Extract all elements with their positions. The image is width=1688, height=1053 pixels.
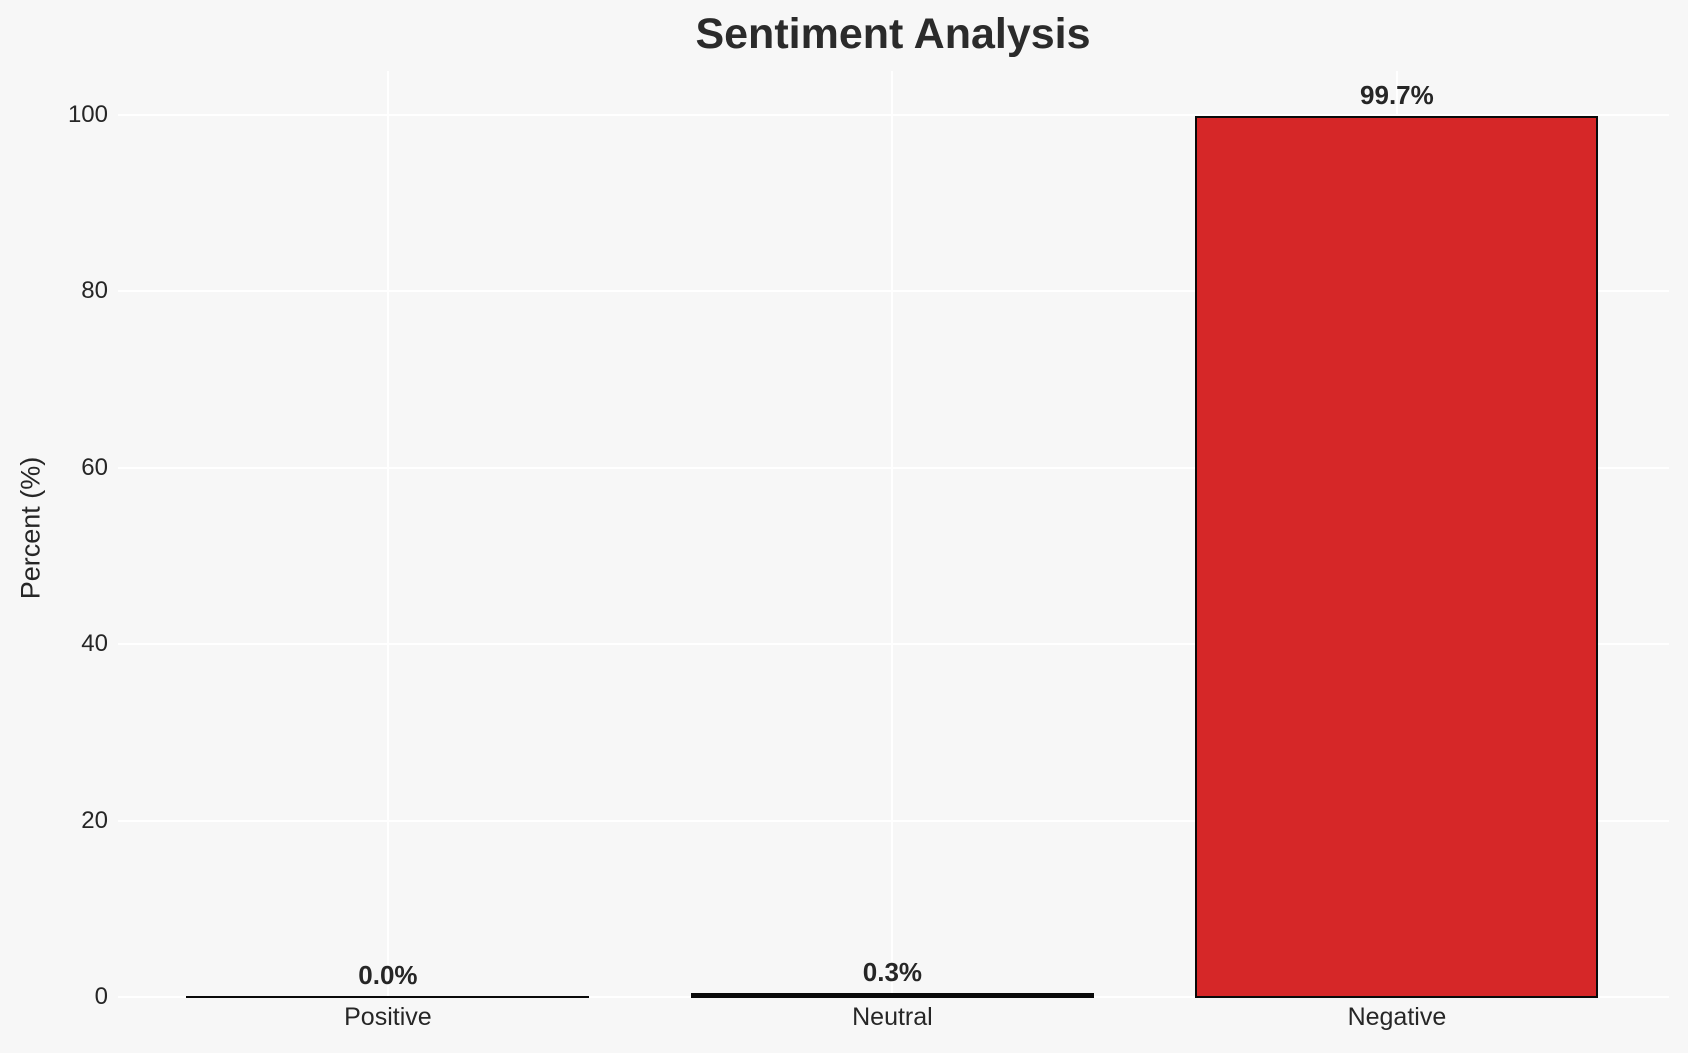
y-tick-label: 40 — [81, 630, 108, 658]
bar-positive — [186, 995, 590, 998]
h-gridline — [118, 114, 1669, 117]
h-gridline — [118, 643, 1669, 646]
h-gridline — [118, 819, 1669, 822]
y-tick-label: 0 — [94, 983, 108, 1010]
bar-value-label: 99.7% — [1360, 80, 1434, 111]
y-tick-label: 20 — [81, 806, 108, 834]
v-gridline — [891, 71, 894, 997]
bar-value-label: 0.0% — [358, 959, 418, 990]
y-tick-label: 60 — [81, 453, 108, 481]
v-gridline — [386, 71, 389, 997]
x-category-label: Positive — [344, 1003, 432, 1031]
bar-neutral — [690, 992, 1094, 998]
y-tick-label: 100 — [67, 101, 108, 129]
bar-value-label: 0.3% — [862, 956, 923, 987]
y-tick-label: 80 — [81, 277, 108, 305]
h-gridline — [118, 466, 1669, 469]
chart-title: Sentiment Analysis — [695, 10, 1091, 58]
h-gridline — [118, 290, 1669, 293]
x-category-label: Negative — [1347, 1003, 1447, 1031]
bar-negative — [1195, 116, 1599, 999]
x-category-label: Neutral — [852, 1003, 933, 1031]
